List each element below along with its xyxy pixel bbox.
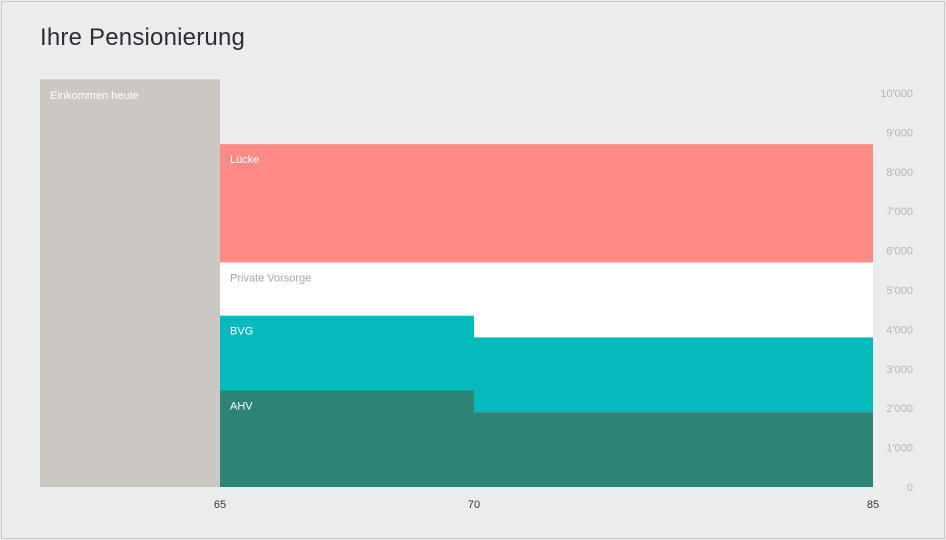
ahv-segment-1 bbox=[474, 412, 873, 487]
x-tick-label: 65 bbox=[214, 499, 226, 511]
y-tick-label: 9'000 bbox=[886, 127, 913, 139]
luecke-segment-1 bbox=[474, 144, 873, 263]
y-tick-label: 6'000 bbox=[886, 246, 913, 258]
income-today-label: Einkommen heute bbox=[50, 90, 139, 102]
y-tick-label: 4'000 bbox=[886, 324, 913, 336]
x-tick-label: 85 bbox=[867, 499, 879, 511]
y-tick-label: 5'000 bbox=[886, 285, 913, 297]
y-tick-label: 3'000 bbox=[886, 364, 913, 376]
y-tick-label: 2'000 bbox=[886, 403, 913, 415]
income-today-bar bbox=[40, 79, 220, 488]
y-tick-label: 1'000 bbox=[886, 443, 913, 455]
private-vorsorge-label: Private Vorsorge bbox=[230, 272, 311, 284]
bvg-segment-1 bbox=[474, 337, 873, 413]
bvg-label: BVG bbox=[230, 326, 253, 338]
y-tick-label: 10'000 bbox=[880, 88, 913, 100]
private-vorsorge-segment-0 bbox=[220, 262, 474, 316]
y-tick-label: 8'000 bbox=[886, 167, 913, 179]
luecke-label: Lücke bbox=[230, 154, 259, 166]
luecke-segment-0 bbox=[220, 144, 474, 263]
y-tick-label: 7'000 bbox=[886, 206, 913, 218]
y-tick-label: 0 bbox=[907, 482, 913, 494]
bvg-segment-0 bbox=[220, 315, 474, 391]
private-vorsorge-segment-1 bbox=[474, 262, 873, 338]
ahv-label: AHV bbox=[230, 400, 253, 412]
ahv-segment-0 bbox=[220, 390, 474, 487]
page-title: Ihre Pensionierung bbox=[40, 24, 246, 51]
x-tick-label: 70 bbox=[468, 499, 480, 511]
